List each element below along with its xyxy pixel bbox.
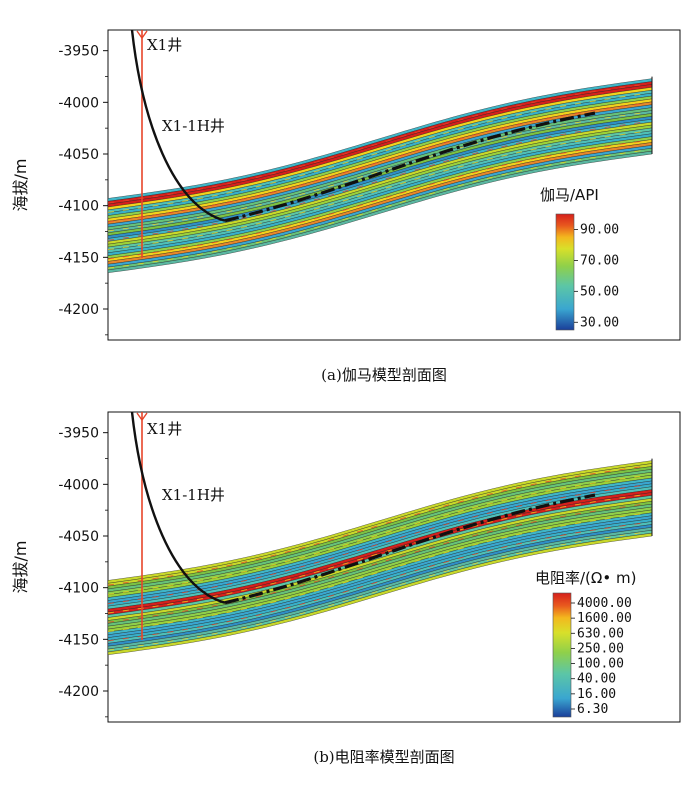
well-label-x1-1h-b: X1-1H井 [162,486,225,504]
y-tick-label: -4000 [58,95,99,111]
y-tick-label: -3950 [58,426,99,442]
formation-streak [108,493,649,614]
well-label-x1-a: X1井 [147,36,182,54]
formation-streak [108,474,649,595]
panel-b: -3950-4000-4050-4100-4150-4200 海拔/m X1井 … [11,411,681,766]
y-tick-label: -4100 [58,581,99,597]
formation-streak [108,521,649,642]
caption-b: (b)电阻率模型剖面图 [313,748,454,766]
formation-streak [108,111,649,232]
formation-streak [108,121,649,241]
formation-streak [108,83,649,204]
y-axis-label-a: 海拔/m [11,159,30,212]
formation-bands-b [108,458,653,655]
y-tick-label: -4050 [58,529,99,545]
formation-bands-a [108,76,653,273]
formation-streak [108,484,649,605]
y-tick-label: -4200 [58,302,99,318]
formation-streak [108,102,649,223]
y-tick-label: -4050 [58,147,99,163]
vertical-well-marker-b [136,412,148,422]
formation-streak [108,92,649,213]
y-tick-label: -3950 [58,44,99,60]
colorbar-tick-label: 16.00 [577,687,616,702]
colorbar-tick-label: 100.00 [577,657,624,672]
colorbar-tick-label: 90.00 [580,222,619,237]
horizontal-well-b [130,411,226,604]
panel-a: -3950-4000-4050-4100-4150-4200 海拔/m X1井 … [11,29,681,384]
colorbar-tick-label: 1600.00 [577,611,632,626]
formation-streak [108,130,649,251]
y-tick-label: -4100 [58,199,99,215]
y-tick-label: -4200 [58,684,99,700]
colorbar-ticks-b: 4000.001600.00630.00250.00100.0040.0016.… [571,596,632,717]
colorbar-tick-label: 630.00 [577,626,624,641]
horizontal-well-a [130,29,226,222]
y-tick-label: -4000 [58,477,99,493]
colorbar-tick-label: 50.00 [580,284,619,299]
vertical-well-marker-a [136,30,148,40]
colorbar-tick-label: 6.30 [577,702,608,717]
colorbar-tick-label: 250.00 [577,641,624,656]
y-tick-label: -4150 [58,250,99,266]
horizontal-well-lateral-a [224,111,596,223]
formation-streak [108,531,649,651]
colorbar-tick-label: 70.00 [580,253,619,268]
y-axis-a: -3950 -4000 -4050 -4100 -4150 -4200 [58,44,108,336]
formation-streak [108,512,649,633]
colorbar-tick-label: 4000.00 [577,596,632,611]
colorbar-b [552,592,572,718]
formation-streak [108,149,649,269]
colorbar-title-b: 电阻率/(Ω• m) [535,569,636,587]
colorbar-a [555,213,575,331]
y-axis-b: -3950 -4000 -4050 -4100 -4150 -4200 [58,426,108,718]
colorbar-ticks-a: 90.00 70.00 50.00 30.00 [574,222,619,330]
well-label-x1-1h-a: X1-1H井 [162,117,225,135]
caption-a: (a)伽马模型剖面图 [321,366,447,384]
colorbar-title-a: 伽马/API [540,186,599,204]
colorbar-tick-label: 30.00 [580,315,619,330]
colorbar-tick-label: 40.00 [577,672,616,687]
y-axis-label-b: 海拔/m [11,541,30,594]
formation-streak [108,503,649,623]
horizontal-well-lateral-b [224,493,596,605]
y-tick-label: -4150 [58,632,99,648]
well-label-x1-b: X1井 [147,420,182,438]
formation-streak [108,139,649,260]
formation-streak [108,465,649,586]
